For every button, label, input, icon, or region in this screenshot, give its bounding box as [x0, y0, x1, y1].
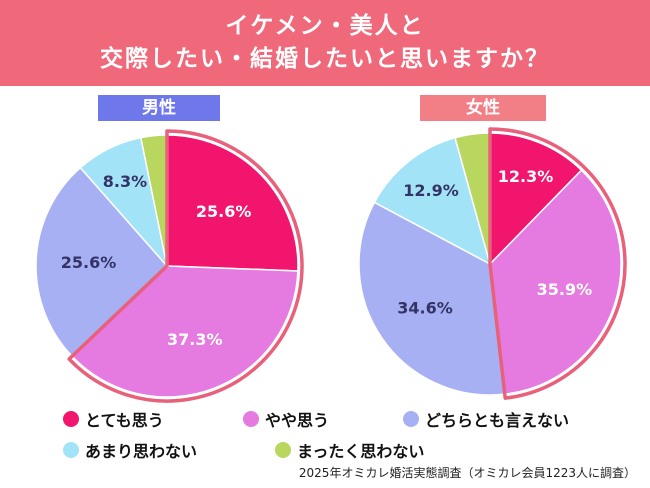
legend-label: とても思う [85, 411, 164, 430]
legend-swatch [63, 442, 79, 458]
pie-female-slice-3 [358, 201, 506, 396]
pie-charts: 25.6% 37.3% 25.6% 8.3% 12.3% 35.9% 34.6% 12.9% [35, 127, 627, 403]
pie-male-label-3: 25.6% [61, 253, 117, 272]
legend-swatch [243, 411, 259, 427]
pie-female-label-3: 34.6% [397, 299, 453, 318]
pie-male-label-4: 8.3% [103, 172, 147, 191]
female-chart-label: 女性 [420, 95, 546, 121]
legend-label: あまり思わない [85, 442, 198, 461]
pie-male-slice-2 [71, 265, 299, 398]
title-banner: イケメン・美人と 交際したい・結婚したいと思いますか？ [0, 0, 650, 86]
legend-label: やや思う [265, 411, 330, 430]
title-line-2: 交際したい・結婚したいと思いますか？ [100, 46, 550, 72]
legend-item-very-much: とても思う [63, 407, 164, 431]
legend-item-somewhat: やや思う [243, 407, 329, 431]
legend-swatch [403, 411, 419, 427]
male-chart-label: 男性 [98, 95, 220, 121]
pie-female-slice-2 [489, 169, 622, 395]
source-note: 2025年オミカレ婚活実態調査（オミカレ会員1223人に調査） [298, 466, 636, 480]
legend-item-not-at-all: まったく思わない [275, 438, 424, 462]
legend-item-not-much: あまり思わない [63, 438, 197, 462]
legend-swatch [275, 442, 291, 458]
legend-label: どちらとも言えない [425, 411, 570, 430]
legend-item-neither: どちらとも言えない [403, 407, 569, 431]
pie-female-label-4: 12.9% [403, 181, 459, 200]
pie-female-highlight-outline [488, 127, 627, 400]
pie-female-slice-1 [489, 132, 583, 266]
pie-male-label-2: 37.3% [167, 330, 223, 349]
pie-male-label-1: 25.6% [196, 202, 252, 221]
pie-male-highlight-outline [67, 129, 304, 403]
title-line-1: イケメン・美人と [225, 13, 425, 39]
pie-female-slice-4 [373, 136, 492, 266]
pie-female-label-2: 35.9% [537, 280, 593, 299]
pie-male-slice-1 [166, 134, 299, 272]
legend: とても思う やや思う どちらとも言えない あまり思わない まったく思わない [63, 405, 623, 465]
legend-swatch [63, 411, 79, 427]
legend-label: まったく思わない [297, 442, 425, 461]
pie-female-label-1: 12.3% [498, 167, 554, 186]
pie-male-slice-3 [35, 166, 169, 358]
